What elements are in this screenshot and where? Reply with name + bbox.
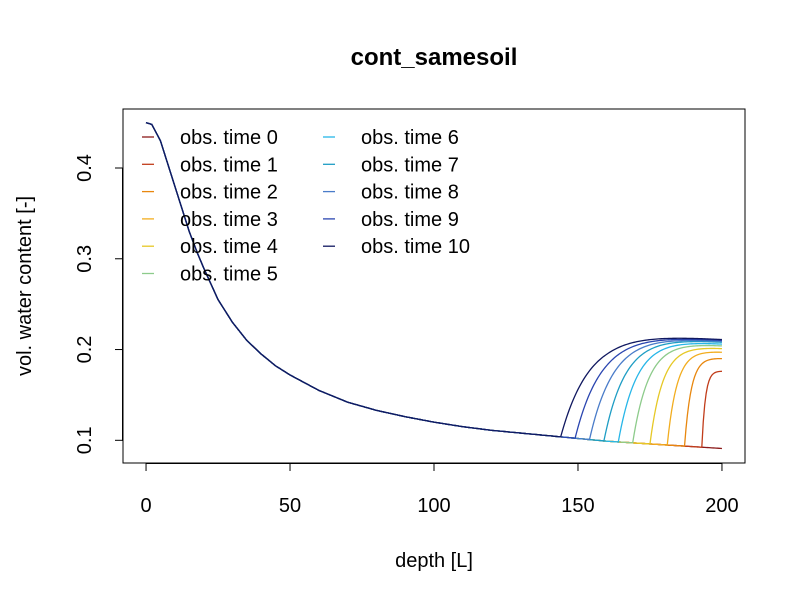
curves-group — [145, 121, 723, 450]
x-tick-label-2: 100 — [417, 495, 450, 517]
legend-label-7: obs. time 7 — [361, 154, 459, 176]
chart-title: cont_samesoil — [351, 44, 518, 71]
legend-label-9: obs. time 9 — [361, 209, 459, 231]
legend-label-4: obs. time 4 — [180, 236, 278, 258]
legend-label-5: obs. time 5 — [180, 264, 278, 286]
y-axis-label: vol. water content [-] — [14, 196, 36, 376]
y-tick-label-2: 0.3 — [74, 245, 96, 273]
x-tick-label-1: 50 — [279, 495, 301, 517]
legend-label-3: obs. time 3 — [180, 209, 278, 231]
x-tick-label-3: 150 — [561, 495, 594, 517]
x-tick-label-0: 0 — [140, 495, 151, 517]
series-line-10 — [145, 121, 722, 438]
y-axis-ticks: 0.1 0.2 0.3 0.4 — [74, 154, 123, 454]
y-tick-label-0: 0.1 — [74, 426, 96, 454]
legend-label-8: obs. time 8 — [361, 182, 459, 204]
y-tick-label-1: 0.2 — [74, 336, 96, 364]
y-tick-label-3: 0.4 — [74, 154, 96, 182]
legend-label-10: obs. time 10 — [361, 236, 470, 258]
legend: obs. time 0 obs. time 1 obs. time 2 obs. ti… — [142, 127, 470, 286]
x-axis-label: depth [L] — [395, 550, 473, 572]
x-axis-ticks: 0 50 100 150 200 — [140, 463, 739, 517]
legend-label-2: obs. time 2 — [180, 182, 278, 204]
legend-label-6: obs. time 6 — [361, 127, 459, 149]
legend-label-1: obs. time 1 — [180, 154, 278, 176]
x-tick-label-4: 200 — [705, 495, 738, 517]
legend-label-0: obs. time 0 — [180, 127, 278, 149]
